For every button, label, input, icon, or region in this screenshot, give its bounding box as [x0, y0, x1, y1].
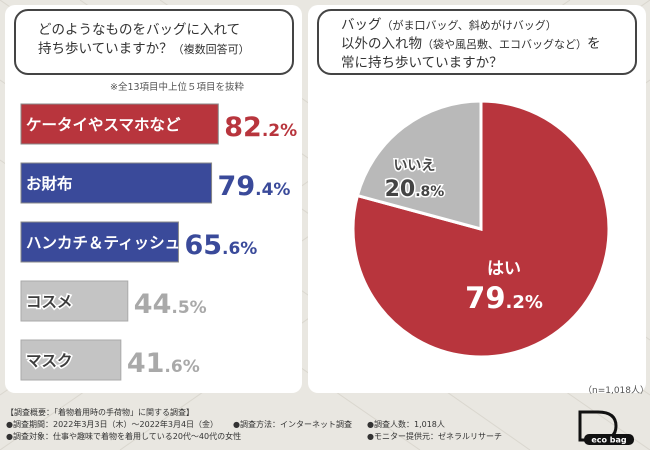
- bar-value-label: 79.4%: [218, 171, 291, 202]
- sample-size-label: （n=1,018人）: [583, 386, 650, 396]
- bar-value-label: 41.6%: [127, 348, 200, 379]
- pie-slice: [355, 99, 483, 231]
- pie-value-label: 20.8%: [385, 177, 445, 202]
- footer-method: ●調査方法：インターネット調査: [233, 420, 352, 429]
- bar-category-label: マスク: [26, 352, 73, 370]
- pie-label: はい: [487, 259, 521, 279]
- bar-value-label: 82.2%: [224, 112, 297, 143]
- right-question-line3: 常に持ち歩いていますか？: [341, 55, 503, 71]
- left-question-box: どのようなものをバッグに入れて 持ち歩いていますか？（複数回答可）: [14, 9, 294, 75]
- selection-note: ※全13項目中上位５項目を抜粋: [110, 82, 245, 93]
- footer-target: ●調査対象：仕事や趣味で着物を着用している20代〜40代の女性: [6, 432, 242, 441]
- logo-text: eco bag: [591, 436, 627, 445]
- right-question-line2c: を: [587, 36, 601, 52]
- pie-label: いいえ: [393, 158, 435, 174]
- right-question-line1a: バッグ: [341, 17, 382, 33]
- right-question-line2a: 以外の入れ物: [341, 36, 422, 52]
- bar: [20, 103, 219, 145]
- footer-period: ●調査期間：2022年3月3日（木）〜2022年3月4日（金）: [6, 420, 219, 429]
- footer-provider: ●モニター提供元：ゼネラルリサーチ: [367, 432, 502, 441]
- footer-people: ●調査人数：1,018人: [367, 420, 445, 429]
- eco-bag-logo: eco bag: [578, 410, 634, 445]
- pie-value-label: 79.2%: [465, 281, 543, 315]
- bar-category-label: お財布: [26, 174, 73, 193]
- footer-title: 【調査概要：「着物着用時の手荷物」に関する調査】: [6, 408, 194, 417]
- bar-category-label: ケータイやスマホなど: [26, 116, 181, 134]
- left-question-suffix: （複数回答可）: [172, 43, 250, 56]
- bar: [20, 339, 122, 381]
- bar-category-label: ハンカチ＆ティッシュ: [26, 234, 180, 252]
- left-question-line1: どのようなものをバッグに入れて: [38, 22, 241, 38]
- bar-value-label: 44.5%: [134, 289, 207, 320]
- right-question-box: バッグ（がま口バッグ、斜めがけバッグ） 以外の入れ物（袋や風呂敷、エコバッグなど…: [317, 9, 637, 75]
- right-question-line1b: （がま口バッグ、斜めがけバッグ）: [381, 19, 557, 32]
- bar-value-label: 65.6%: [184, 230, 257, 261]
- right-question-line2b: （袋や風呂敷、エコバッグなど）: [422, 38, 587, 51]
- bar: [20, 221, 179, 263]
- left-question-line2: 持ち歩いていますか？: [38, 41, 173, 57]
- bar: [20, 280, 129, 322]
- bar-category-label: コスメ: [26, 293, 73, 311]
- bar: [20, 162, 213, 204]
